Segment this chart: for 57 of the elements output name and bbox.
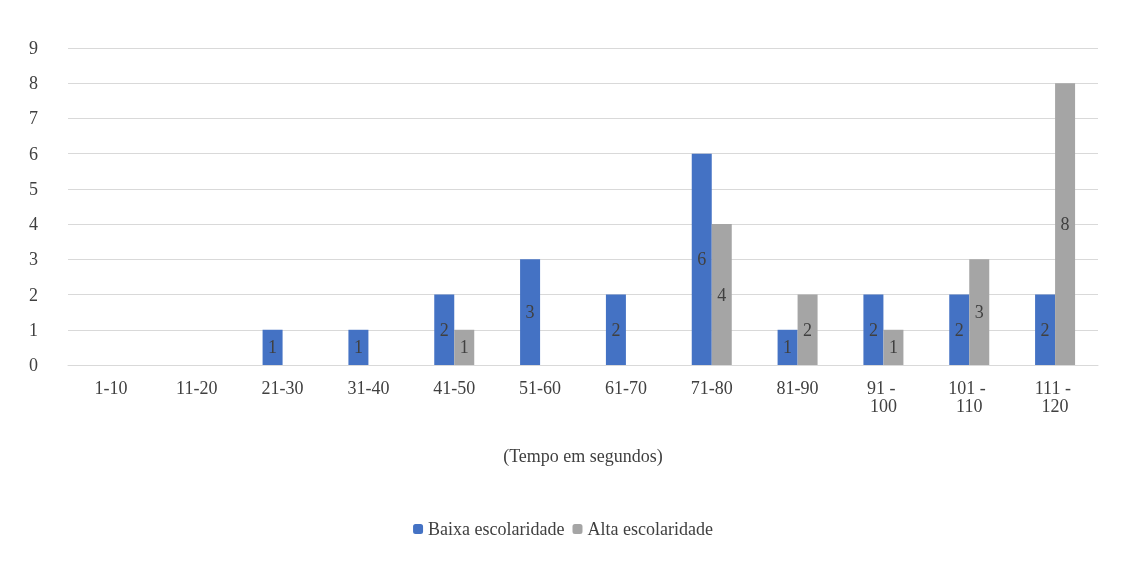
data-label: 3 [974, 302, 984, 323]
y-tick-label: 9 [29, 38, 38, 58]
x-tick-label: 61-70 [604, 378, 647, 398]
bar [883, 329, 904, 365]
bar [454, 329, 475, 365]
data-label: 3 [525, 302, 535, 323]
data-label: 1 [268, 337, 278, 358]
bar [1055, 83, 1076, 365]
bar [262, 329, 283, 365]
x-tick-label: 1-10 [94, 378, 128, 398]
y-tick-label: 7 [29, 108, 38, 129]
x-tick-label: 31-40 [347, 378, 390, 398]
data-label: 1 [459, 337, 469, 358]
bar [1035, 294, 1056, 365]
x-tick-label: 41-50 [433, 378, 476, 398]
bar [969, 259, 990, 365]
bar [691, 153, 712, 365]
y-tick-label: 1 [29, 319, 38, 340]
data-label: 1 [783, 337, 793, 358]
bar [434, 294, 455, 365]
data-label: 1 [888, 337, 898, 358]
bar [949, 294, 970, 365]
data-label: 1 [353, 337, 363, 358]
x-tick-label: 111 - 120 [1034, 378, 1076, 416]
data-label: 2 [1040, 319, 1050, 340]
data-label: 4 [717, 284, 727, 305]
x-tick-label: 11-20 [176, 378, 218, 398]
x-tick-label: 71-80 [690, 378, 733, 398]
y-tick-label: 2 [29, 284, 38, 305]
data-label: 2 [954, 319, 964, 340]
y-tick-label: 0 [29, 355, 38, 375]
bar [605, 294, 626, 365]
bar [863, 294, 884, 365]
bar [777, 329, 798, 365]
bar [520, 259, 541, 365]
y-tick-label: 6 [29, 143, 38, 164]
data-label: 2 [803, 319, 813, 340]
x-tick-label: 101 - 110 [948, 378, 991, 416]
x-tick-label: 21-30 [261, 378, 304, 398]
y-tick-label: 8 [29, 73, 38, 94]
bar [348, 329, 369, 365]
legend-label: Baixa escolaridade [428, 519, 565, 539]
data-label: 2 [868, 319, 878, 340]
data-label: 2 [611, 319, 621, 340]
data-label: 6 [697, 249, 707, 270]
y-tick-label: 5 [29, 178, 38, 199]
data-label: 8 [1060, 214, 1070, 235]
x-tick-label: 91 - 100 [866, 378, 900, 416]
x-tick-label: 81-90 [776, 378, 819, 398]
bar [797, 294, 818, 365]
y-tick-label: 4 [29, 214, 38, 235]
bar [711, 224, 732, 365]
x-tick-label: 51-60 [519, 378, 562, 398]
y-tick-label: 3 [29, 249, 38, 270]
data-label: 2 [439, 319, 449, 340]
x-axis-title: (Tempo em segundos) [503, 446, 663, 467]
legend-label: Alta escolaridade [587, 519, 713, 539]
